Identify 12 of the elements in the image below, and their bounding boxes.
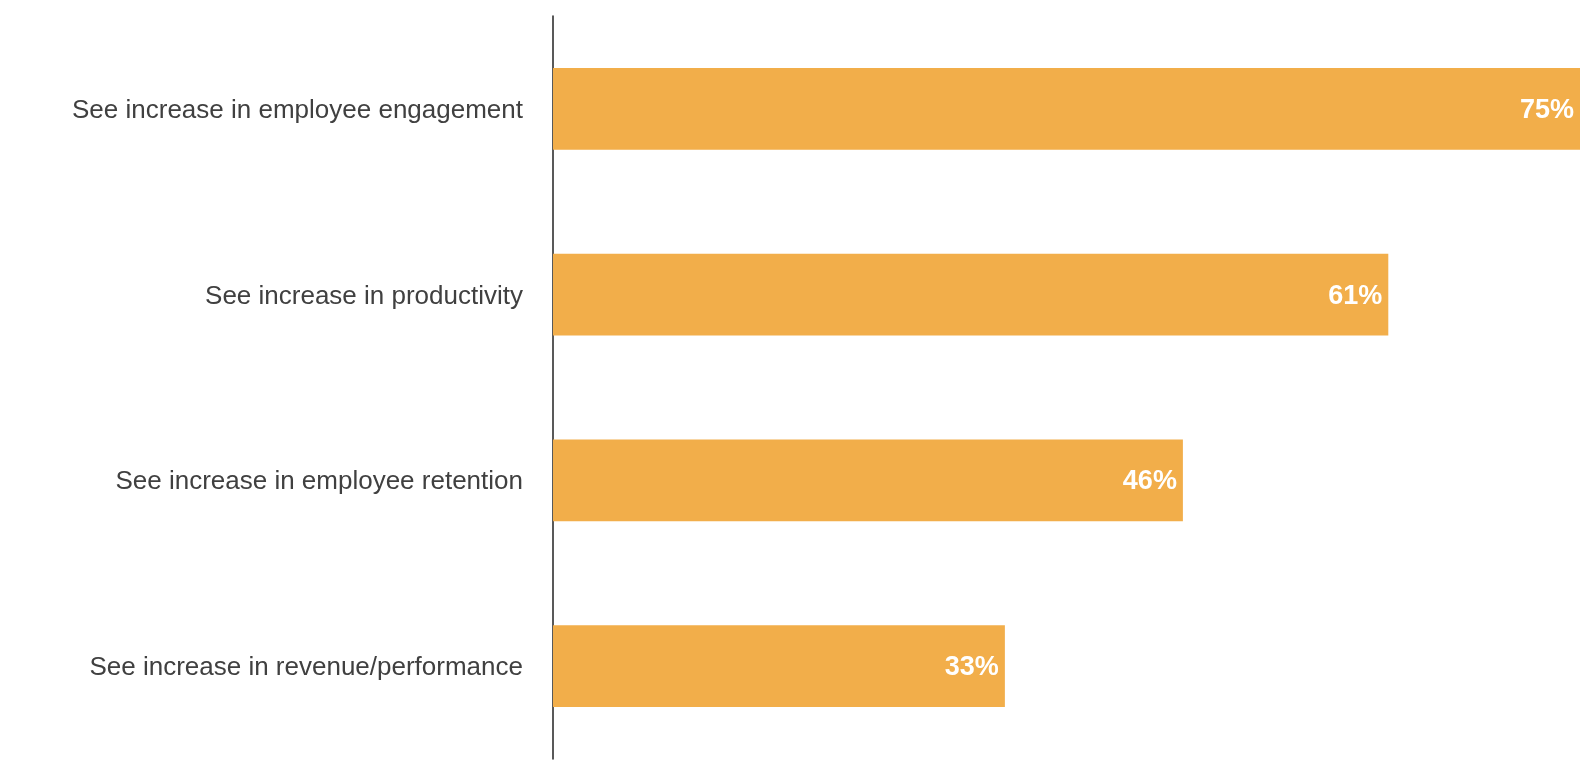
data-label: 61% xyxy=(1328,279,1383,310)
y-tick-label: See increase in productivity xyxy=(205,279,523,310)
data-label: 33% xyxy=(944,651,999,682)
y-tick-label: See increase in revenue/performance xyxy=(89,651,523,682)
bar xyxy=(553,253,1389,336)
bar xyxy=(553,625,1005,707)
bar xyxy=(553,439,1183,522)
data-label: 75% xyxy=(1519,93,1574,124)
data-label: 46% xyxy=(1122,465,1177,496)
bar xyxy=(553,68,1580,150)
y-tick-label: See increase in employee engagement xyxy=(72,93,524,124)
y-tick-label: See increase in employee retention xyxy=(115,465,523,496)
